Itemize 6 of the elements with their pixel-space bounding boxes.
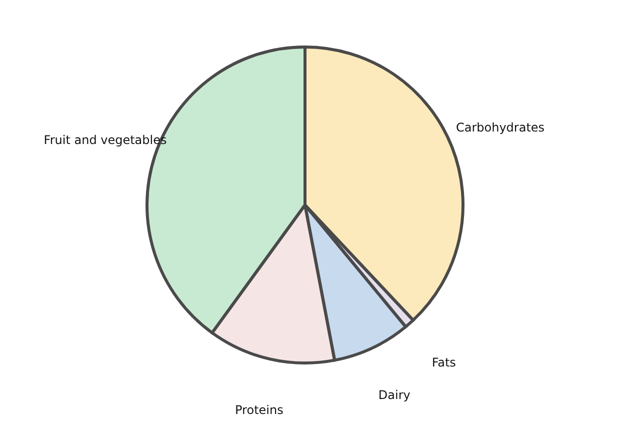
- slice-label: Dairy: [378, 388, 410, 402]
- pie-slice: [210, 204, 336, 364]
- slice-label: Fats: [432, 356, 456, 370]
- slice-label: Proteins: [235, 402, 284, 417]
- pie-slice: [304, 204, 408, 362]
- slice-label: Carbohydrates: [456, 120, 545, 135]
